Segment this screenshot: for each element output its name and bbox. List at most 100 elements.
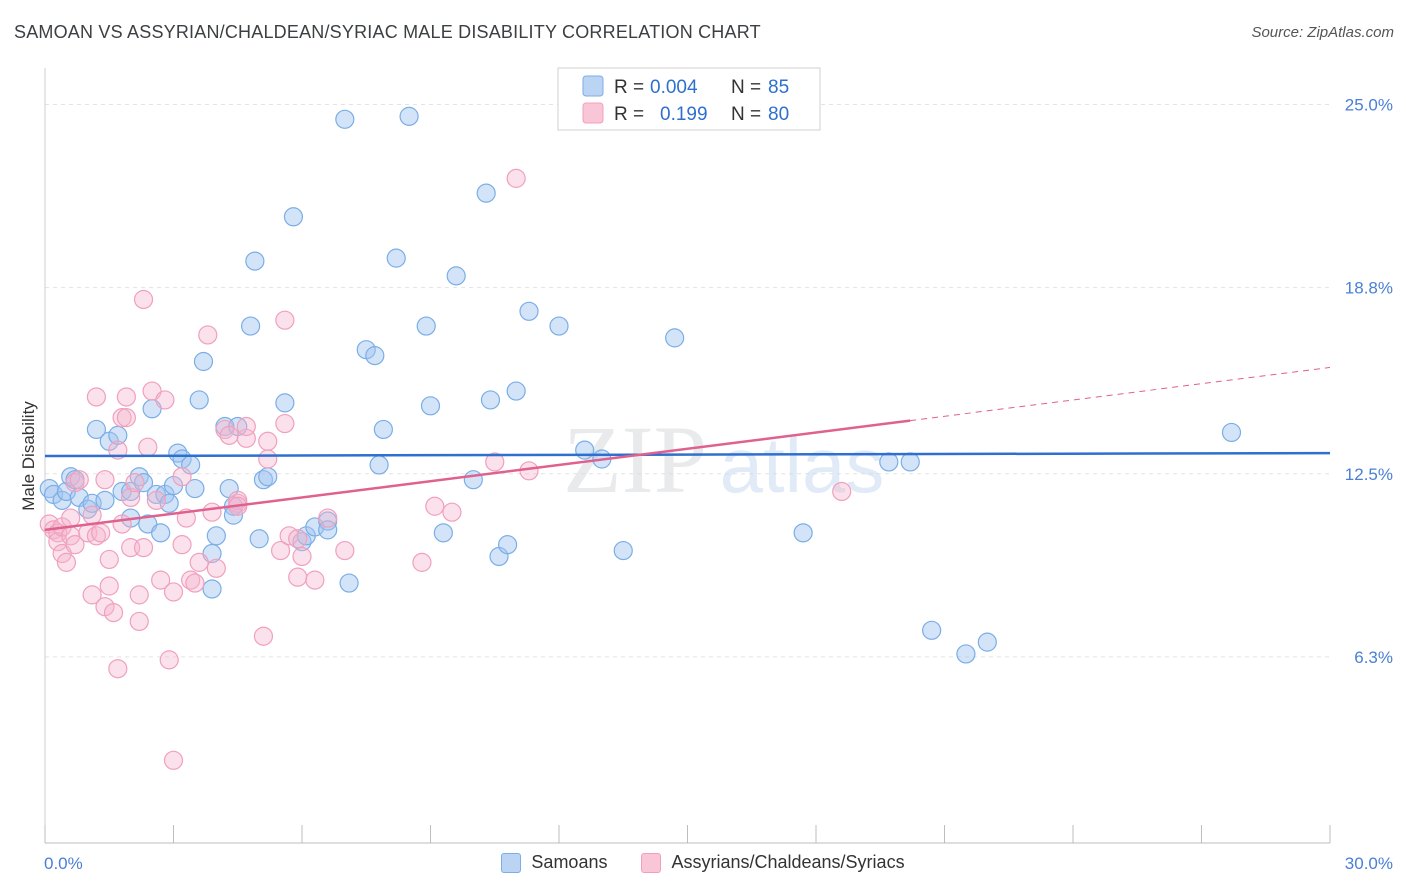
assyrians-point: [138, 437, 158, 457]
assyrians-point: [292, 546, 312, 567]
assyrians-point: [82, 585, 102, 605]
assyrians-point: [198, 325, 218, 345]
series-legend: Samoans Assyrians/Chaldeans/Syriacs: [0, 852, 1406, 873]
samoans-point: [283, 207, 304, 227]
samoans-point: [922, 620, 942, 640]
samoans-point: [193, 351, 214, 372]
assyrians-point: [318, 508, 338, 528]
assyrians-point: [275, 310, 295, 330]
assyrians-point: [86, 387, 107, 407]
y-tick-label: 18.8%: [1345, 279, 1393, 298]
samoans-point: [433, 523, 453, 543]
assyrians-point: [335, 540, 355, 561]
source-label: Source: ZipAtlas.com: [1251, 24, 1394, 41]
legend-n-value-2: 80: [768, 104, 789, 125]
samoans-point: [335, 109, 355, 129]
samoans-point: [519, 301, 539, 321]
samoans-point: [1221, 422, 1242, 443]
samoans-point: [549, 316, 569, 336]
assyrians-point: [270, 540, 291, 561]
samoans-trend-line: [44, 451, 1331, 458]
watermark-atlas: atlas: [720, 421, 885, 509]
assyrians-point: [185, 573, 205, 593]
assyrians-point: [99, 576, 119, 596]
assyrians-point: [258, 431, 278, 451]
legend-label-samoans: Samoans: [531, 852, 608, 872]
assyrians-point: [425, 496, 445, 516]
assyrians-point: [61, 508, 81, 528]
swatch-samoans: [501, 852, 522, 873]
samoans-point: [86, 419, 107, 440]
legend-swatch-assyrians: [582, 102, 604, 124]
assyrians-point: [99, 549, 119, 570]
legend-n-value-1: 85: [768, 77, 789, 98]
assyrians-point: [288, 567, 308, 587]
assyrians-point: [189, 552, 209, 572]
y-tick-label: 6.3%: [1354, 648, 1393, 667]
assyrians-point: [65, 535, 85, 555]
assyrians-point: [163, 750, 184, 770]
assyrians-trend-line: [44, 419, 911, 532]
assyrians-point: [159, 650, 179, 670]
legend-swatch-samoans: [582, 75, 604, 97]
legend-r-value-1: 0.004: [650, 77, 698, 98]
samoans-point: [879, 452, 899, 472]
assyrians-point: [103, 602, 124, 623]
assyrians-point: [69, 470, 89, 490]
assyrians-point: [172, 535, 192, 555]
samoans-point: [365, 346, 385, 366]
assyrians-point: [519, 461, 539, 481]
assyrians-point: [129, 585, 149, 605]
assyrians-point: [151, 570, 171, 590]
samoans-point: [185, 478, 205, 499]
data-points: [39, 106, 1242, 770]
assyrians-point: [125, 473, 145, 493]
samoans-point: [575, 440, 595, 460]
assyrians-point: [832, 481, 852, 502]
assyrians-point: [133, 538, 154, 558]
stats-legend: R = 0.004 N = 85 R = 0.199 N = 80: [557, 67, 821, 131]
assyrians-point: [112, 514, 132, 534]
assyrians-point: [202, 502, 222, 522]
watermark-zip: ZIP: [563, 406, 707, 513]
assyrians-point: [412, 552, 432, 572]
assyrians-point: [219, 425, 239, 445]
samoans-point: [258, 467, 278, 487]
legend-label-assyrians: Assyrians/Chaldeans/Syriacs: [671, 852, 905, 872]
legend-r-value-2: 0.199: [660, 104, 708, 125]
x-tick-label-max: 30.0%: [1345, 854, 1393, 873]
tick-labels: 6.3% 12.5% 18.8% 25.0% 0.0% 30.0%: [44, 96, 1393, 873]
samoans-point: [900, 452, 920, 472]
assyrians-point: [82, 505, 102, 525]
assyrians-point: [146, 490, 166, 510]
samoans-point: [480, 390, 501, 410]
legend-n-label-1: N =: [731, 77, 761, 98]
samoans-point: [613, 540, 633, 561]
assyrians-point: [275, 413, 295, 434]
samoans-point: [339, 573, 359, 593]
grid-lines: [45, 104, 1330, 658]
assyrians-point: [163, 582, 184, 602]
assyrians-point: [206, 558, 226, 578]
samoans-point: [793, 523, 813, 543]
y-tick-label: 25.0%: [1345, 96, 1393, 115]
legend-r-label-2: R =: [614, 104, 644, 125]
legend-item-samoans: Samoans: [501, 852, 607, 873]
trend-lines: [44, 366, 1331, 532]
samoans-point: [399, 106, 419, 126]
chart-title: SAMOAN VS ASSYRIAN/CHALDEAN/SYRIAC MALE …: [14, 22, 761, 42]
samoans-point: [245, 251, 265, 271]
assyrians-point: [288, 529, 308, 549]
legend-n-label-2: N =: [731, 104, 761, 125]
assyrians-point: [253, 626, 274, 646]
samoans-point: [665, 328, 685, 348]
assyrians-point: [121, 487, 141, 507]
samoans-point: [206, 526, 226, 546]
assyrians-point: [91, 523, 111, 543]
samoans-point: [386, 248, 406, 268]
x-tick-label-min: 0.0%: [44, 854, 83, 873]
samoans-point: [506, 381, 526, 401]
assyrians-point: [116, 387, 136, 407]
samoans-point: [420, 396, 441, 416]
